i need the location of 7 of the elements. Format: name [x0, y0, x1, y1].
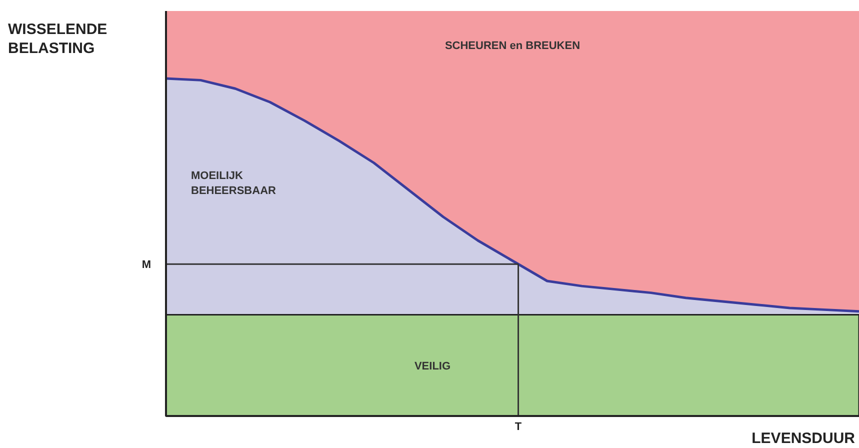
- band-label: SCHEUREN en BREUKEN: [444, 40, 580, 52]
- x-axis-title: LEVENSDUUR: [752, 430, 855, 447]
- ref-line-label: M: [142, 259, 151, 272]
- band-label: VEILIG: [414, 360, 451, 372]
- annotation: MOEILIJK BEHEERSBAAR: [191, 169, 277, 199]
- text: T: [514, 421, 523, 433]
- y-axis-title: WISSELENDE BELASTING: [8, 20, 108, 58]
